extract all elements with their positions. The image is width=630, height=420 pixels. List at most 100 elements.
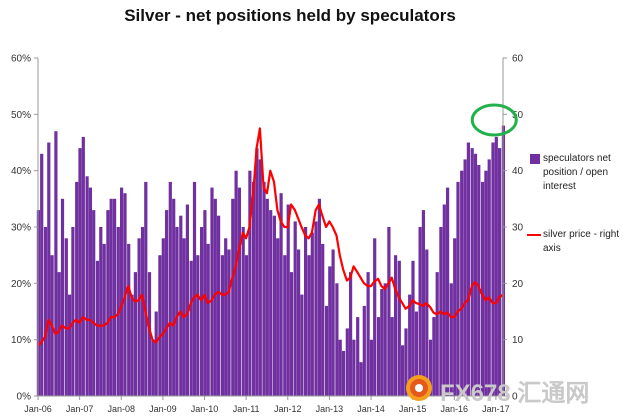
bar [137, 238, 141, 396]
legend-swatch-line [527, 234, 541, 236]
bar [494, 136, 498, 396]
legend-label-bars: speculators net position / open interest [543, 153, 611, 192]
bar [269, 210, 273, 396]
bar [203, 210, 207, 396]
bar [113, 198, 117, 396]
x-tick-label: Jan-11 [233, 404, 260, 414]
highlight-circle [470, 103, 518, 137]
bar [200, 227, 204, 396]
y-right-tick-label: 0 [512, 392, 518, 403]
highlight-ellipse [470, 103, 518, 137]
bar [359, 362, 363, 396]
bar [262, 181, 266, 396]
legend-swatch-bars [530, 154, 540, 164]
y-left-tick-label: 30% [11, 223, 31, 234]
bar [404, 328, 408, 396]
bar [210, 187, 214, 396]
y-left-tick-label: 60% [11, 54, 31, 65]
x-tick-label: Jan-14 [357, 404, 385, 414]
bar [120, 187, 124, 396]
bar [345, 328, 349, 396]
y-left-tick-label: 10% [11, 335, 31, 346]
bar [397, 260, 401, 396]
bar [317, 198, 321, 396]
bar [217, 215, 221, 396]
bar [40, 153, 44, 396]
bar [237, 187, 241, 396]
bar [140, 227, 145, 396]
bar [60, 198, 65, 396]
bar [477, 165, 481, 396]
bar [95, 260, 100, 396]
bar [418, 227, 422, 396]
x-tick-label: Jan-08 [107, 404, 135, 414]
y-left-tick-label: 0% [17, 392, 32, 403]
bar [241, 227, 245, 396]
bar [352, 339, 356, 396]
bar [366, 272, 370, 396]
bar [362, 305, 366, 396]
bar [47, 142, 51, 396]
watermark-logo-icon [406, 375, 432, 401]
bar [380, 289, 384, 396]
legend-item-bars: speculators net position / open interest [530, 152, 627, 194]
bar [338, 339, 342, 396]
x-tick-label: Jan-06 [24, 404, 52, 414]
bar [481, 181, 485, 396]
bar [165, 210, 169, 396]
bar [99, 227, 103, 396]
bar [498, 148, 502, 396]
bar [196, 255, 200, 396]
bar [369, 339, 373, 396]
watermark: FX678 汇通网 [404, 371, 628, 411]
bar [460, 170, 464, 396]
y-left-tick-label: 40% [11, 166, 31, 177]
bar [408, 294, 412, 396]
bar [78, 148, 82, 396]
bar [168, 181, 172, 396]
bar [258, 159, 262, 396]
bar [297, 249, 301, 396]
bar [310, 232, 314, 396]
bar [88, 187, 92, 396]
bar [394, 255, 398, 396]
y-right-tick-label: 50 [512, 110, 524, 121]
y-left-tick-label: 20% [11, 279, 31, 290]
bar [158, 255, 162, 396]
bar [175, 227, 179, 396]
bar [133, 272, 137, 396]
bar [425, 249, 429, 396]
tick-labels: 0% 10% 20% 30% 40% 50% 60% 0 10 20 30 40 50 60 Jan-06 J… [11, 54, 524, 415]
x-tick-label: Jan-15 [399, 404, 427, 414]
bar [57, 272, 61, 396]
bar [192, 181, 197, 396]
bar [376, 317, 381, 396]
x-tick-label: Jan-10 [191, 404, 219, 414]
bar [456, 181, 460, 396]
bar [446, 187, 450, 396]
bar [411, 260, 415, 396]
silver-price-line [37, 127, 504, 347]
bar [154, 311, 158, 396]
bar [248, 170, 252, 396]
bar [349, 272, 353, 396]
bar [64, 238, 68, 396]
bar [147, 272, 152, 396]
bar [373, 238, 377, 396]
bar [390, 317, 394, 396]
bar [401, 345, 405, 396]
bar [428, 339, 433, 396]
bar [130, 294, 134, 396]
bar [127, 243, 131, 396]
bar [231, 198, 235, 396]
bar [449, 283, 453, 396]
y-left-tick-label: 50% [11, 110, 31, 121]
bar [54, 131, 58, 396]
bar [414, 311, 418, 396]
bar [432, 317, 436, 396]
bar [276, 238, 280, 396]
line-series [37, 127, 504, 347]
bar [335, 283, 339, 396]
bar [185, 204, 189, 396]
bar [252, 181, 256, 396]
